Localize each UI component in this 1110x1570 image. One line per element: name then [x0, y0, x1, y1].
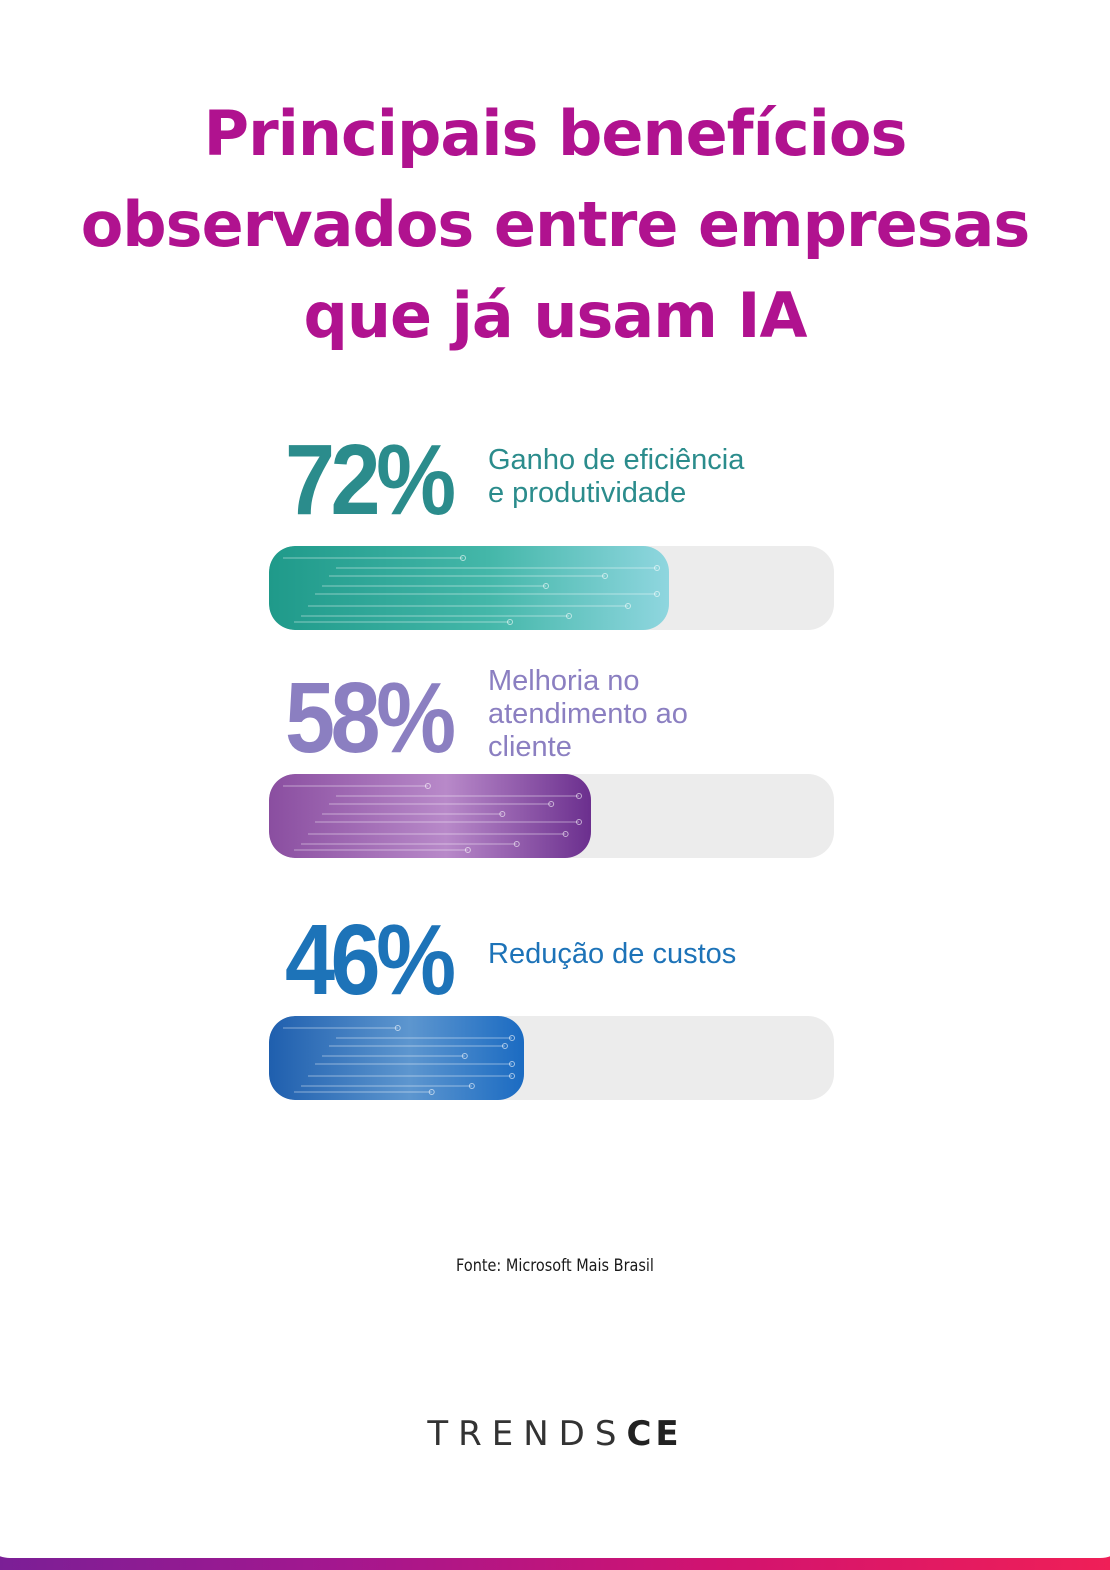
- category-label: Melhoria no atendimento ao cliente: [488, 665, 688, 763]
- bar-track: [269, 774, 834, 858]
- logo-text-bold: CE: [626, 1414, 683, 1454]
- value-label: 72%: [285, 424, 456, 536]
- source-note: Fonte: Microsoft Mais Brasil: [456, 1256, 654, 1276]
- bar-circuit-decoration: [283, 1025, 515, 1095]
- title-line-2: observados entre empresas: [80, 188, 1031, 261]
- category-label: Ganho de eficiência e produtividade: [488, 444, 745, 509]
- bottom-band-cutout: [0, 1518, 1110, 1558]
- bar-circuit-decoration: [283, 555, 660, 625]
- trendsce-logo: TRENDSCE: [0, 1414, 1110, 1454]
- bar-fill: [269, 546, 669, 630]
- category-label: Redução de custos: [488, 938, 737, 970]
- value-label: 58%: [285, 662, 456, 774]
- title-line-3: que já usam IA: [303, 279, 808, 352]
- bar-circuit-decoration: [283, 783, 582, 853]
- value-label: 46%: [285, 904, 456, 1016]
- bar-fill: [269, 774, 591, 858]
- logo-text-light: TRENDS: [427, 1414, 627, 1454]
- bar-track: [269, 546, 834, 630]
- chart-title: Principais benefícios observados entre e…: [0, 88, 1110, 361]
- title-line-1: Principais benefícios: [203, 97, 908, 170]
- bar-fill: [269, 1016, 524, 1100]
- bar-track: [269, 1016, 834, 1100]
